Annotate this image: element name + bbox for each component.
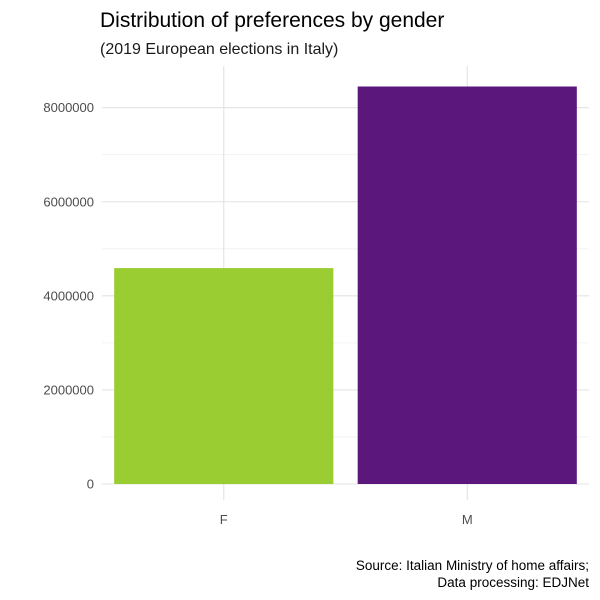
bar-f	[114, 268, 334, 484]
y-axis-ticks: 0 2000000 4000000 6000000 8000000	[43, 100, 94, 491]
caption-processing: Data processing: EDJNet	[437, 575, 589, 590]
bar-layer	[114, 86, 577, 484]
caption-source: Source: Italian Ministry of home affairs…	[356, 558, 589, 573]
bar-m	[357, 86, 577, 484]
y-tick-label: 4000000	[43, 288, 94, 303]
y-tick-label: 6000000	[43, 194, 94, 209]
chart-subtitle: (2019 European elections in Italy)	[100, 41, 338, 58]
chart-title: Distribution of preferences by gender	[100, 9, 444, 32]
y-tick-label: 0	[87, 477, 94, 492]
x-tick-label: M	[462, 512, 473, 527]
x-tick-label: F	[220, 512, 228, 527]
y-tick-label: 8000000	[43, 100, 94, 115]
y-tick-label: 2000000	[43, 382, 94, 397]
